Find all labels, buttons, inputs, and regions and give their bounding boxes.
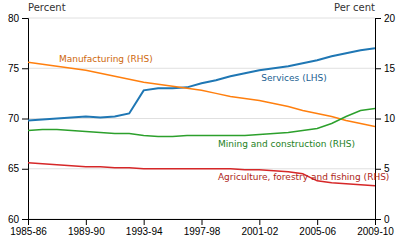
series-labels: Services (LHS) Manufacturing (RHS) Mining …: [59, 54, 389, 182]
series-label: Mining and construction (RHS): [218, 139, 355, 149]
tick: 0: [375, 214, 390, 225]
tick: 20: [375, 13, 396, 24]
tick-mark: [144, 219, 145, 225]
series-label: Services (LHS): [261, 73, 326, 83]
tick-label: 1993-94: [126, 226, 163, 237]
series-line: [28, 108, 375, 136]
series-label: Manufacturing (RHS): [59, 54, 153, 64]
tick: 1997-98: [184, 219, 221, 237]
tick-mark: [22, 119, 28, 120]
tick-label: 1997-98: [184, 226, 221, 237]
tick-mark: [375, 169, 381, 170]
series-line: [28, 48, 375, 120]
y2-axis: 05101520: [375, 13, 396, 225]
tick-label: 2009-10: [357, 226, 394, 237]
tick: 1993-94: [126, 219, 163, 237]
tick: 75: [8, 63, 28, 74]
tick-mark: [202, 219, 203, 225]
tick-mark: [375, 68, 381, 69]
tick-mark: [317, 219, 318, 225]
tick-label: 15: [384, 63, 396, 74]
tick: 60: [8, 214, 28, 225]
tick-label: 1985-86: [10, 226, 47, 237]
tick-label: 75: [8, 63, 20, 74]
tick-mark: [22, 219, 28, 220]
tick: 1989-90: [68, 219, 105, 237]
tick-mark: [375, 219, 381, 220]
tick: 65: [8, 163, 28, 174]
tick-label: 2005-06: [299, 226, 336, 237]
tick-label: 10: [384, 113, 396, 124]
axis-label: Per cent: [334, 2, 375, 13]
grid-line: [28, 118, 375, 119]
grid-line: [28, 18, 375, 19]
tick-label: 65: [8, 163, 20, 174]
tick-label: 80: [8, 13, 20, 24]
grid-line: [28, 68, 375, 69]
tick-label: 2001-02: [241, 226, 278, 237]
tick-mark: [22, 18, 28, 19]
tick-mark: [86, 219, 87, 225]
tick-label: 70: [8, 113, 20, 124]
axis-line: [376, 19, 382, 220]
chart: 1985-86 1989-90 1993-94 1997-98 2001-02 2005-…: [0, 0, 405, 239]
tick: 2001-02: [241, 219, 278, 237]
series-line: [28, 62, 375, 126]
tick-mark: [22, 68, 28, 69]
x-axis: 1985-86 1989-90 1993-94 1997-98 2001-02 2005-…: [10, 219, 394, 237]
axis-line: [22, 19, 29, 220]
tick: 70: [8, 113, 28, 124]
tick-mark: [22, 169, 28, 170]
tick-mark: [259, 219, 260, 225]
tick: 2005-06: [299, 219, 336, 237]
plot: 1985-86 1989-90 1993-94 1997-98 2001-02 2005-…: [8, 2, 396, 237]
lines: [28, 48, 375, 186]
tick-mark: [375, 18, 381, 19]
tick-label: 20: [384, 13, 396, 24]
tick-label: 60: [8, 214, 20, 225]
tick: 10: [375, 113, 396, 124]
grid: [28, 18, 375, 219]
y-axis: 60 65 70 75 80: [8, 13, 29, 225]
tick-label: 1989-90: [68, 226, 105, 237]
tick: 80: [8, 13, 28, 24]
series-label: Agriculture, forestry and fishing (RHS): [218, 172, 389, 182]
tick-label: 0: [384, 214, 390, 225]
tick: 15: [375, 63, 396, 74]
axis-label: Percent: [28, 2, 66, 13]
axis-line: [29, 220, 376, 226]
tick-mark: [375, 119, 381, 120]
